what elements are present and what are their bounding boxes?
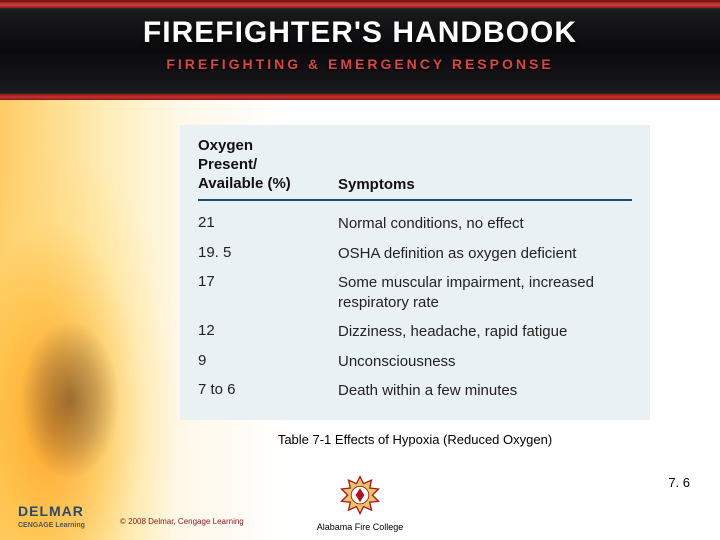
header-red-stripe <box>0 2 720 8</box>
cell-oxygen: 21 <box>198 214 338 234</box>
handbook-title: FIREFIGHTER'S HANDBOOK <box>0 16 720 50</box>
footer-institution: Alabama Fire College <box>0 522 720 532</box>
column-header-symptoms: Symptoms <box>338 137 632 193</box>
hypoxia-table: Oxygen Present/ Available (%) Symptoms 2… <box>180 125 650 420</box>
table-row: 12 Dizziness, headache, rapid fatigue <box>198 317 632 347</box>
cell-symptom: OSHA definition as oxygen deficient <box>338 244 632 264</box>
cell-oxygen: 17 <box>198 273 338 312</box>
table-row: 9 Unconsciousness <box>198 347 632 377</box>
page-number: 7. 6 <box>668 475 690 490</box>
table-header-row: Oxygen Present/ Available (%) Symptoms <box>198 137 632 201</box>
table-row: 7 to 6 Death within a few minutes <box>198 376 632 406</box>
handbook-header-banner: FIREFIGHTER'S HANDBOOK FIREFIGHTING & EM… <box>0 0 720 100</box>
publisher-brand: DELMAR <box>18 503 84 519</box>
slide-content: Oxygen Present/ Available (%) Symptoms 2… <box>180 125 650 447</box>
cell-symptom: Unconsciousness <box>338 352 632 372</box>
fire-college-seal-icon <box>338 474 382 518</box>
table-row: 19. 5 OSHA definition as oxygen deficien… <box>198 239 632 269</box>
cell-oxygen: 19. 5 <box>198 244 338 264</box>
table-row: 17 Some muscular impairment, increased r… <box>198 268 632 317</box>
cell-symptom: Death within a few minutes <box>338 381 632 401</box>
handbook-subtitle: FIREFIGHTING & EMERGENCY RESPONSE <box>0 56 720 72</box>
table-row: 21 Normal conditions, no effect <box>198 209 632 239</box>
cell-oxygen: 12 <box>198 322 338 342</box>
column-header-oxygen: Oxygen Present/ Available (%) <box>198 137 338 193</box>
cell-symptom: Dizziness, headache, rapid fatigue <box>338 322 632 342</box>
cell-oxygen: 7 to 6 <box>198 381 338 401</box>
cell-oxygen: 9 <box>198 352 338 372</box>
background-firefighter-silhouette <box>20 320 120 480</box>
cell-symptom: Some muscular impairment, increased resp… <box>338 273 632 312</box>
table-caption: Table 7-1 Effects of Hypoxia (Reduced Ox… <box>180 432 650 447</box>
cell-symptom: Normal conditions, no effect <box>338 214 632 234</box>
